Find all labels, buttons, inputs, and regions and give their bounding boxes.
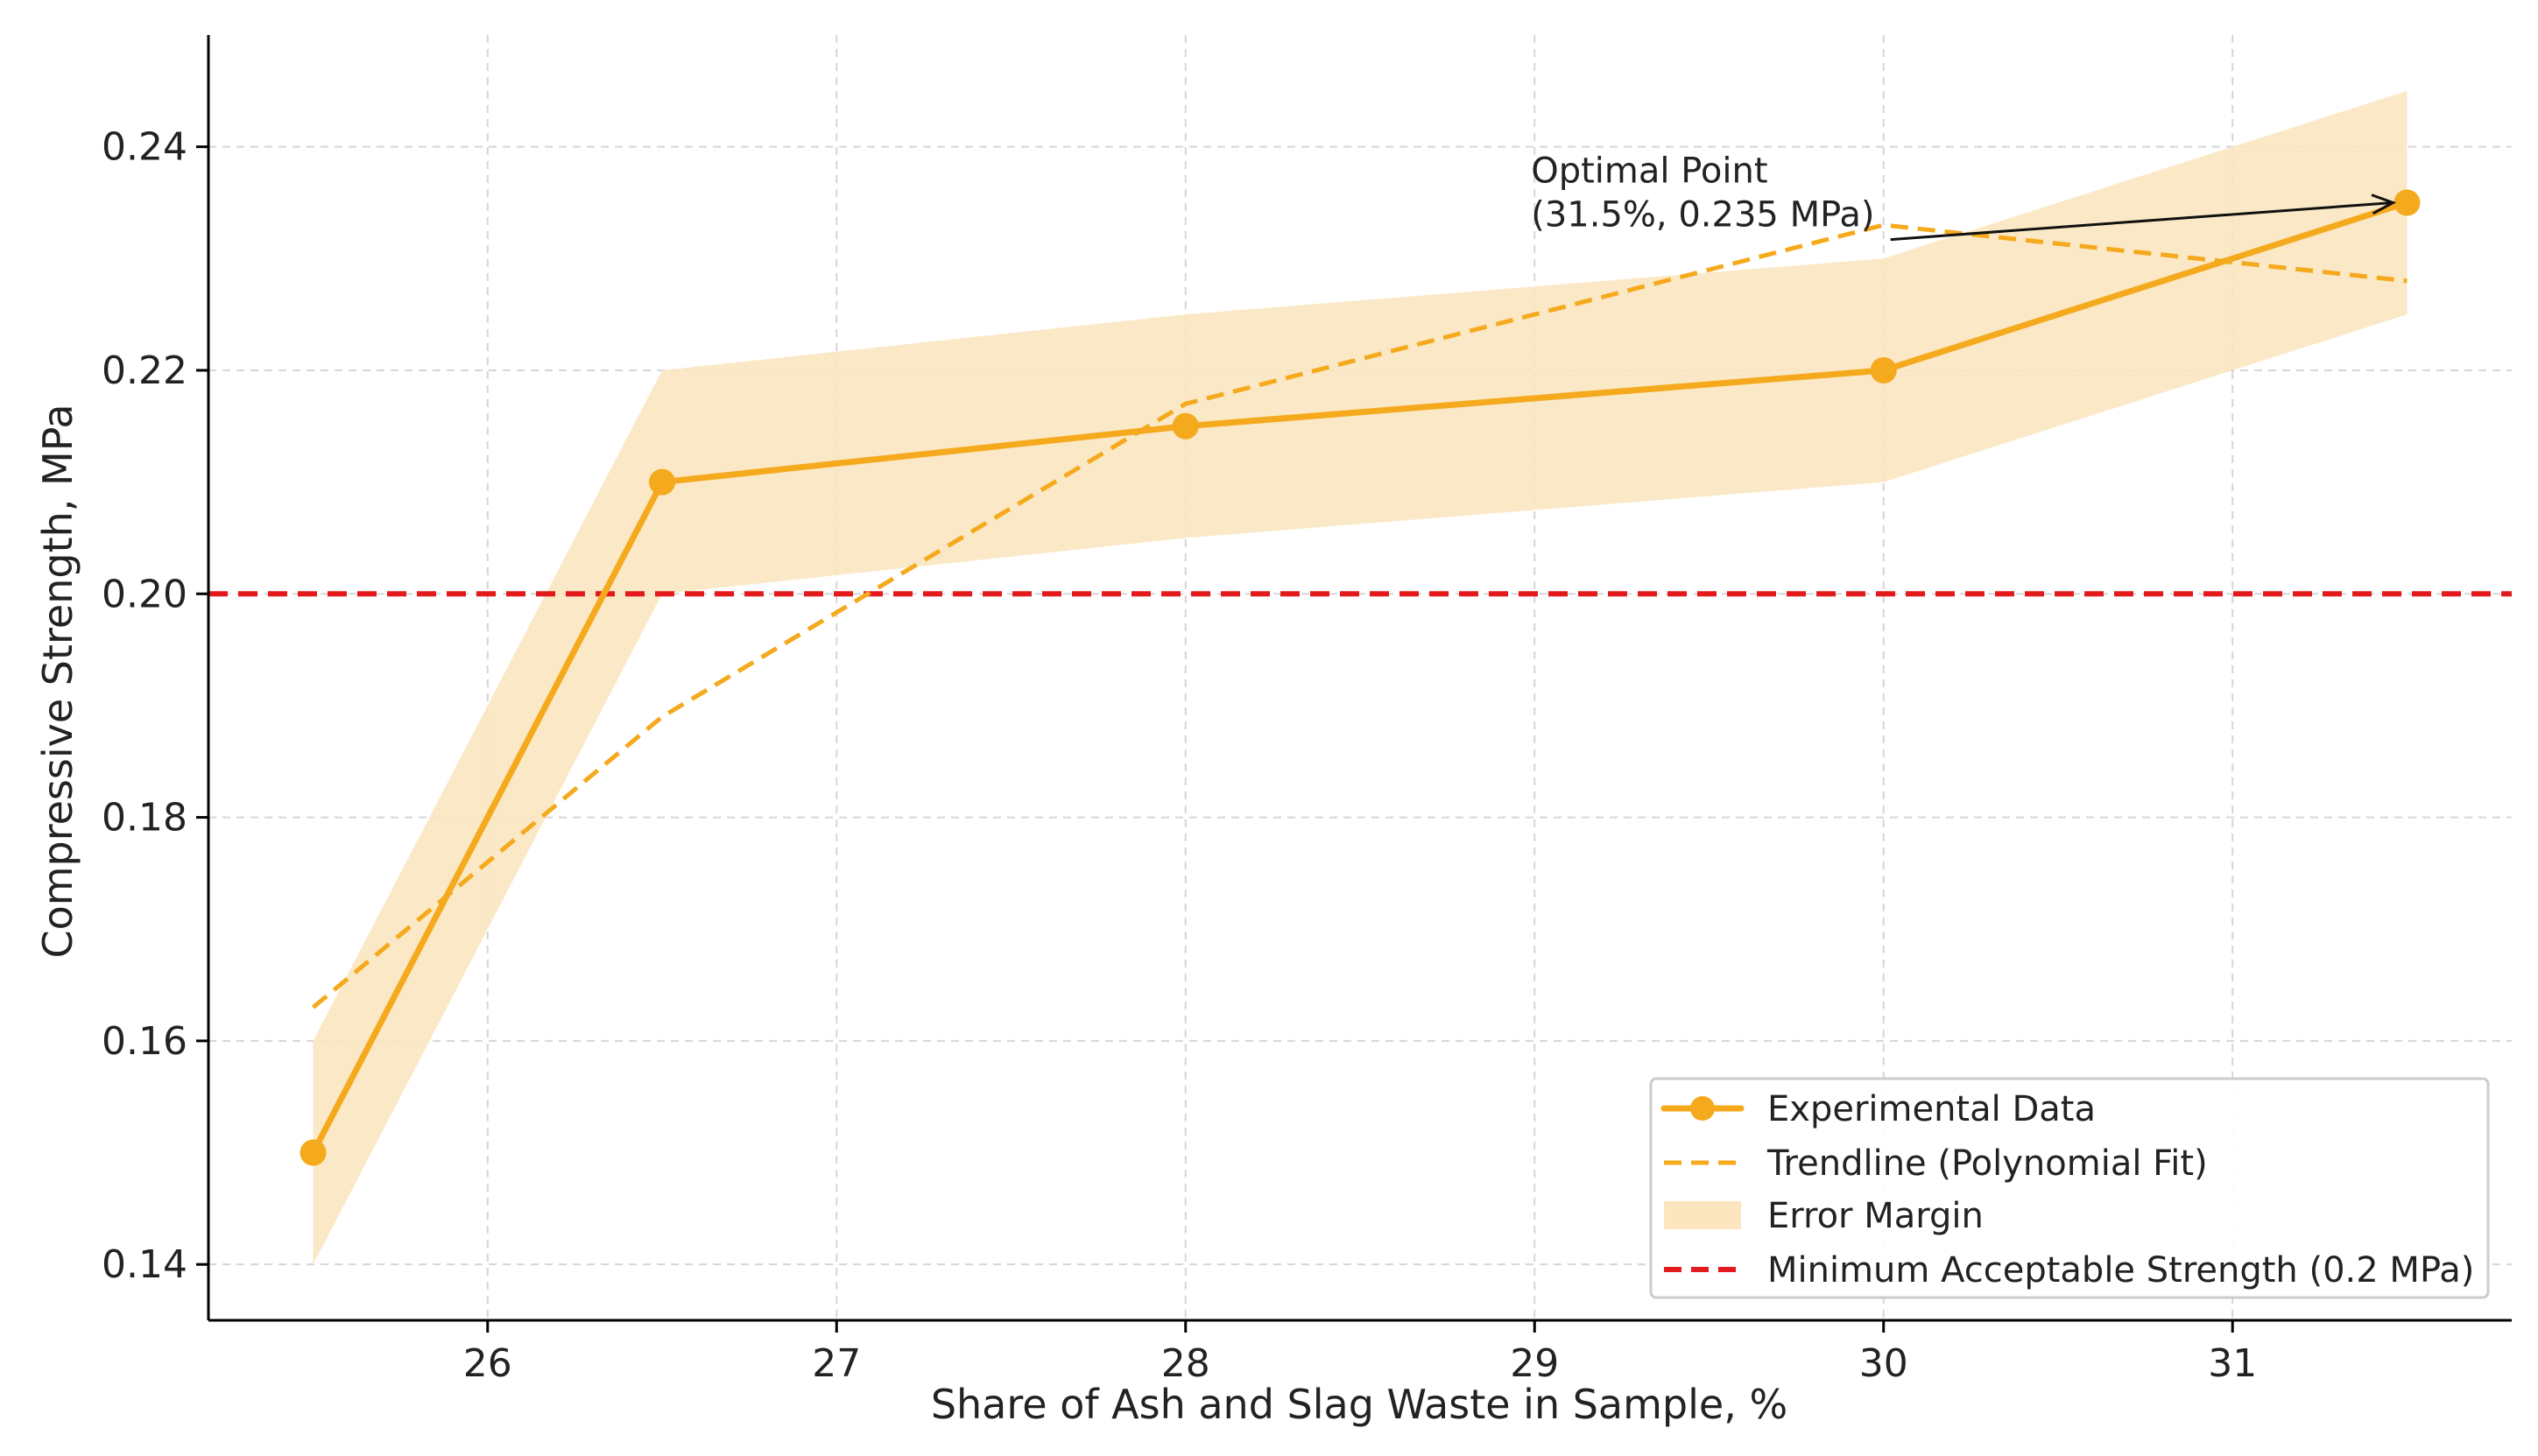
x-tick-label: 28 [1161,1341,1210,1386]
legend-frame [1649,1077,2490,1299]
data-point [2393,189,2421,216]
experimental-data-series [300,189,2421,1166]
annotation-title: Optimal Point [1531,151,1767,192]
optimal-point-annotation: Optimal Point (31.5%, 0.235 MPa) [1531,151,2397,242]
y-axis-label: Compressive Strength, MPa [34,404,81,958]
x-tick-label: 27 [812,1341,861,1386]
legend-experimental-marker [1690,1096,1715,1121]
y-tick-label: 0.24 [102,125,187,170]
x-tick-label: 26 [463,1341,512,1386]
annotation-arrowhead [2371,193,2397,215]
x-axis-label: Share of Ash and Slag Waste in Sample, % [931,1381,1787,1428]
legend: Experimental Data Trendline (Polynomial … [1649,1077,2490,1299]
data-point [300,1139,327,1166]
trendline-path [311,222,2408,1009]
x-tick-label: 30 [1859,1341,1908,1386]
legend-error-margin-swatch [1664,1201,1741,1229]
y-tick-label: 0.14 [102,1242,187,1287]
annotation-arrow [1890,200,2393,242]
y-tick-label: 0.22 [102,348,187,393]
trendline [311,222,2408,1009]
error-margin-area [313,90,2408,1265]
y-tick-label: 0.20 [102,572,187,616]
x-tick-label: 29 [1510,1341,1559,1386]
legend-label-experimental: Experimental Data [1767,1089,2096,1129]
data-point [1870,356,1897,383]
legend-label-minimum: Minimum Acceptable Strength (0.2 MPa) [1767,1250,2474,1291]
legend-label-trendline: Trendline (Polynomial Fit) [1766,1143,2208,1184]
x-tick-label: 31 [2208,1341,2257,1386]
axes [207,35,2512,1322]
error-margin-band [313,90,2408,1265]
annotation-value: (31.5%, 0.235 MPa) [1531,195,1874,236]
tick-labels: 26 27 28 29 30 31 0.14 0.16 0.18 0.20 0.22 0.24 [102,125,2257,1386]
data-point [1172,412,1199,440]
data-point [649,468,676,496]
y-tick-label: 0.18 [102,796,187,841]
y-tick-label: 0.16 [102,1019,187,1064]
legend-label-error-margin: Error Margin [1767,1196,1984,1236]
